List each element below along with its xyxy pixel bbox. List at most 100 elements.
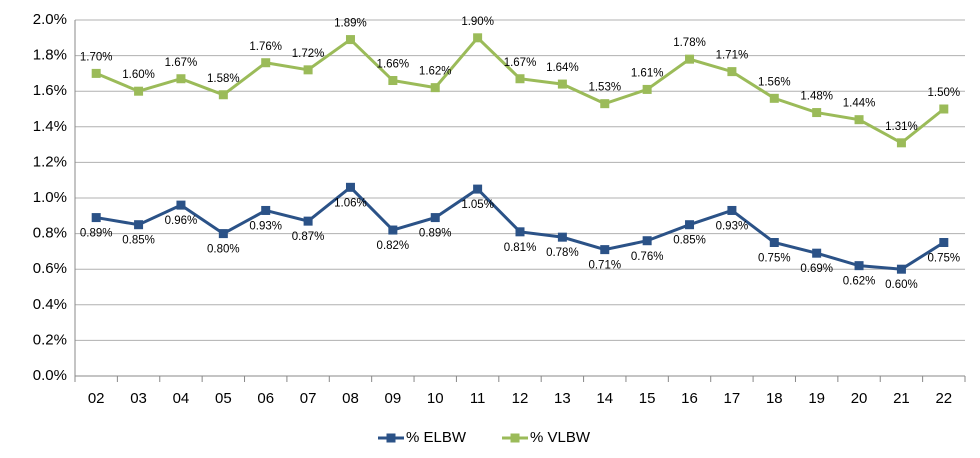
x-tick-label: 11 xyxy=(470,390,486,407)
x-tick-label: 12 xyxy=(512,390,529,407)
point xyxy=(473,184,483,194)
value-label: 1.58% xyxy=(207,73,240,85)
value-label: 0.76% xyxy=(631,251,664,263)
point xyxy=(91,213,101,223)
point xyxy=(557,232,567,242)
value-label: 0.81% xyxy=(504,242,537,254)
x-tick-label: 09 xyxy=(385,390,402,407)
value-label: 0.62% xyxy=(843,276,876,288)
value-label: 1.62% xyxy=(419,66,452,78)
value-label: 1.67% xyxy=(504,57,537,69)
point xyxy=(939,238,949,247)
x-tick-label: 15 xyxy=(639,390,656,407)
value-label: 1.50% xyxy=(928,87,961,99)
value-label: 1.61% xyxy=(631,67,664,79)
value-label: 1.66% xyxy=(377,59,410,71)
legend-marker xyxy=(510,433,520,443)
value-label: 1.48% xyxy=(800,91,833,103)
y-tick-label: 0.0% xyxy=(33,367,67,384)
point xyxy=(134,220,144,230)
value-label: 0.96% xyxy=(165,215,198,227)
y-tick-label: 0.8% xyxy=(33,225,67,242)
value-label: 0.87% xyxy=(292,231,325,243)
y-tick-label: 2.0% xyxy=(33,11,67,28)
value-label: 1.53% xyxy=(588,82,621,94)
value-label: 1.56% xyxy=(758,76,791,88)
point xyxy=(218,90,228,100)
value-label: 1.64% xyxy=(546,62,579,74)
point xyxy=(685,54,695,64)
x-tick-label: 13 xyxy=(554,390,571,407)
x-tick-label: 19 xyxy=(808,390,825,407)
value-label: 1.72% xyxy=(292,48,325,60)
y-tick-label: 0.2% xyxy=(33,331,67,348)
x-tick-label: 04 xyxy=(173,390,190,407)
point xyxy=(134,86,144,96)
x-tick-label: 03 xyxy=(130,390,147,407)
point xyxy=(854,261,864,271)
point xyxy=(642,84,652,94)
value-label: 1.71% xyxy=(716,50,749,62)
point xyxy=(515,74,525,84)
legend-marker xyxy=(386,433,396,443)
value-label: 1.89% xyxy=(334,18,367,30)
point xyxy=(812,248,822,258)
point xyxy=(345,35,355,45)
value-label: 1.67% xyxy=(165,57,198,69)
value-label: 0.93% xyxy=(249,220,282,232)
value-label: 1.31% xyxy=(885,121,918,133)
point xyxy=(812,108,822,118)
point xyxy=(769,238,779,247)
legend-label: % ELBW xyxy=(406,429,467,446)
x-tick-label: 06 xyxy=(257,390,274,407)
value-label: 1.44% xyxy=(843,98,876,110)
x-tick-label: 02 xyxy=(88,390,105,407)
point xyxy=(473,33,483,43)
value-label: 0.89% xyxy=(419,228,452,240)
point xyxy=(261,58,271,68)
value-label: 1.06% xyxy=(334,197,367,209)
point xyxy=(685,220,695,230)
y-tick-label: 1.2% xyxy=(33,153,67,170)
x-tick-label: 14 xyxy=(596,390,613,407)
point xyxy=(91,68,101,78)
point xyxy=(176,74,186,84)
point xyxy=(261,205,271,215)
value-label: 0.78% xyxy=(546,247,579,259)
x-tick-label: 20 xyxy=(851,390,868,407)
x-tick-label: 05 xyxy=(215,390,232,407)
x-tick-label: 21 xyxy=(893,390,910,407)
x-tick-label: 10 xyxy=(427,390,444,407)
point xyxy=(557,79,567,89)
y-tick-label: 1.4% xyxy=(33,118,67,135)
x-tick-label: 16 xyxy=(681,390,698,407)
value-label: 0.85% xyxy=(122,235,155,247)
value-label: 0.93% xyxy=(716,220,749,232)
point xyxy=(854,115,864,125)
point xyxy=(769,93,779,103)
point xyxy=(642,236,652,246)
point xyxy=(896,264,906,274)
value-label: 0.75% xyxy=(928,253,961,265)
y-tick-label: 1.0% xyxy=(33,189,67,206)
legend-label: % VLBW xyxy=(530,429,591,446)
value-label: 0.60% xyxy=(885,279,918,291)
x-tick-label: 18 xyxy=(766,390,783,407)
point xyxy=(896,138,906,148)
x-tick-label: 17 xyxy=(724,390,741,407)
value-label: 0.71% xyxy=(588,260,621,272)
y-tick-label: 1.8% xyxy=(33,47,67,64)
point xyxy=(176,200,186,210)
point xyxy=(727,67,737,77)
value-label: 0.75% xyxy=(758,253,791,265)
y-tick-label: 0.4% xyxy=(33,296,67,313)
value-label: 0.85% xyxy=(673,235,706,247)
value-label: 1.78% xyxy=(673,37,706,49)
x-tick-label: 08 xyxy=(342,390,359,407)
x-tick-label: 22 xyxy=(935,390,952,407)
point xyxy=(303,65,313,75)
point xyxy=(388,225,398,235)
point xyxy=(939,104,949,114)
value-label: 1.90% xyxy=(461,16,494,28)
